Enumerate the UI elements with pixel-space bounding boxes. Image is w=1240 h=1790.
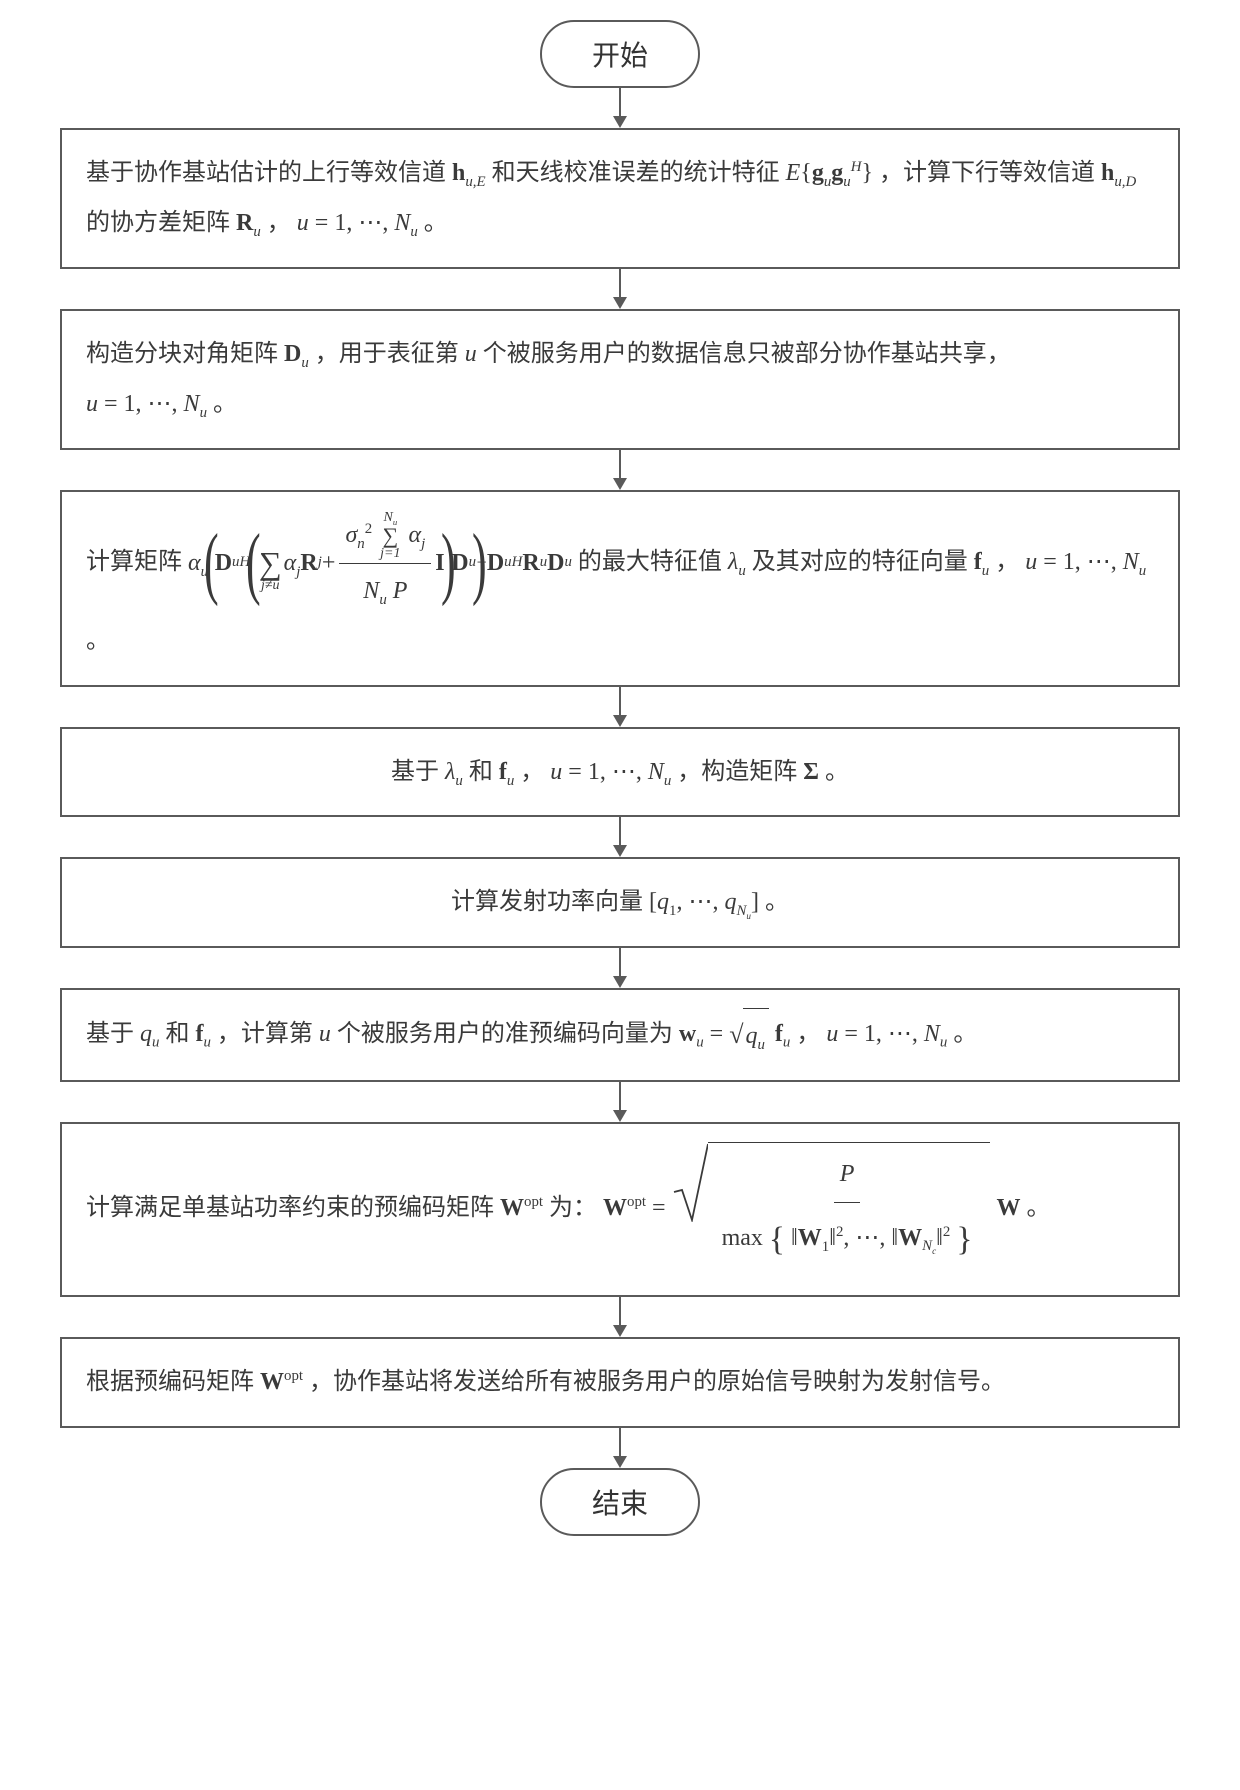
text: ，构造矩阵 — [677, 759, 803, 785]
text: 的协方差矩阵 — [86, 210, 236, 236]
text: ， — [520, 759, 544, 785]
text: 和天线校准误差的统计特征 — [492, 160, 786, 186]
step-4: 基于 λu 和 fu ， u = 1, ⋯, Nu ，构造矩阵 Σ 。 — [60, 727, 1180, 817]
arrow — [613, 1082, 627, 1122]
arrow — [613, 1297, 627, 1337]
arrow — [613, 687, 627, 727]
text: 。 — [825, 759, 849, 785]
text: 。 — [424, 210, 448, 236]
text: 根据预编码矩阵 — [86, 1369, 260, 1395]
text: 及其对应的特征向量 — [752, 549, 974, 575]
text: 基于 — [391, 759, 445, 785]
formula-sqrt: P max { W12, ⋯, WNc2 } — [672, 1142, 991, 1277]
text: 基于 — [86, 1020, 140, 1046]
step-1: 基于协作基站估计的上行等效信道 hu,E 和天线校准误差的统计特征 E{gugu… — [60, 128, 1180, 269]
step-7: 计算满足单基站功率约束的预编码矩阵 Wopt 为： Wopt = P max {… — [60, 1122, 1180, 1297]
formula-eigen: αu ( DuH ( ∑j≠u αj Rj + σn2 Nu∑j=1 αj Nu… — [188, 510, 572, 617]
step-5: 计算发射功率向量 [q1, ⋯, qNu] 。 — [60, 857, 1180, 947]
text: ， — [267, 210, 291, 236]
arrow — [613, 269, 627, 309]
text: 的最大特征值 — [578, 549, 728, 575]
arrow — [613, 948, 627, 988]
end-terminal: 结束 — [540, 1468, 700, 1536]
step-8: 根据预编码矩阵 Wopt ，协作基站将发送给所有被服务用户的原始信号映射为发射信… — [60, 1337, 1180, 1427]
text: 个被服务用户的数据信息只被部分协作基站共享， — [483, 341, 1011, 367]
text: ， — [796, 1020, 820, 1046]
arrow — [613, 450, 627, 490]
text: 构造分块对角矩阵 — [86, 341, 284, 367]
text: 基于协作基站估计的上行等效信道 — [86, 160, 452, 186]
arrow — [613, 88, 627, 128]
text: ，计算下行等效信道 — [879, 160, 1101, 186]
text: 个被服务用户的准预编码向量为 — [337, 1020, 679, 1046]
arrow — [613, 817, 627, 857]
step-2: 构造分块对角矩阵 Du ，用于表征第 u 个被服务用户的数据信息只被部分协作基站… — [60, 309, 1180, 450]
text: ，计算第 — [217, 1020, 319, 1046]
text: 。 — [86, 628, 110, 654]
text: 。 — [765, 889, 789, 915]
text: ，协作基站将发送给所有被服务用户的原始信号映射为发射信号。 — [309, 1369, 1005, 1395]
step-6: 基于 qu 和 fu ，计算第 u 个被服务用户的准预编码向量为 wu = √q… — [60, 988, 1180, 1083]
text: 和 — [469, 759, 499, 785]
start-terminal: 开始 — [540, 20, 700, 88]
text: ，用于表征第 — [315, 341, 465, 367]
text: 为： — [549, 1195, 597, 1221]
text: 计算矩阵 — [86, 549, 188, 575]
text: 和 — [165, 1020, 195, 1046]
text: 。 — [213, 391, 237, 417]
step-3: 计算矩阵 αu ( DuH ( ∑j≠u αj Rj + σn2 Nu∑j=1 … — [60, 490, 1180, 687]
text: 计算发射功率向量 — [451, 889, 649, 915]
text: 。 — [953, 1020, 977, 1046]
text: 。 — [1026, 1195, 1050, 1221]
text: 计算满足单基站功率约束的预编码矩阵 — [86, 1195, 500, 1221]
arrow — [613, 1428, 627, 1468]
text: ， — [995, 549, 1019, 575]
